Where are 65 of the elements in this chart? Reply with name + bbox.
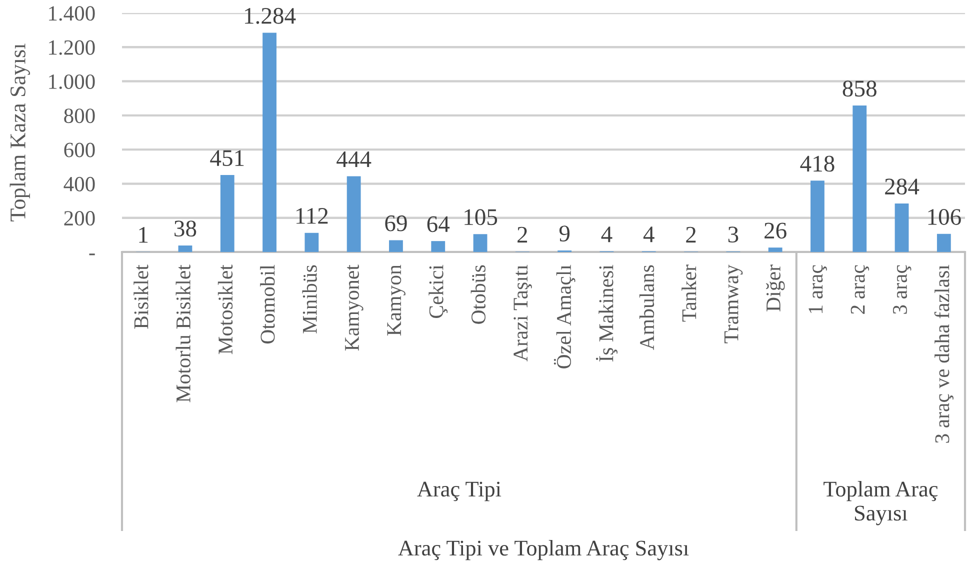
data-label: 451 <box>210 150 244 166</box>
text: Araç Tipi <box>417 482 502 502</box>
data-label: 105 <box>464 209 498 226</box>
bar <box>431 241 446 252</box>
bar <box>262 32 276 252</box>
bar <box>936 234 951 252</box>
x-tick-label: 3 araç ve daha fazlası <box>934 264 954 443</box>
data-label: 418 <box>800 156 834 172</box>
x-tick-label: Tanker <box>682 264 696 322</box>
x-tick-label: Ambulans <box>639 265 654 350</box>
x-tick-label: Minibüs <box>302 265 317 334</box>
bar <box>346 176 361 252</box>
y-tick-label: - <box>89 254 95 256</box>
x-tick-label: İş Makinesi <box>596 264 618 362</box>
data-label: 38 <box>174 220 196 237</box>
x-tick-label: Kamyon <box>387 264 406 336</box>
x-tick-label: Bisiklet <box>134 264 148 329</box>
bar <box>894 204 909 252</box>
y-tick-label: 1.200 <box>49 40 95 55</box>
data-label: 4 <box>643 226 654 242</box>
data-label: 9 <box>559 226 570 242</box>
data-label: 112 <box>296 208 328 224</box>
data-label: 1.284 <box>245 8 296 24</box>
text: Toplam Araç Sayısı <box>824 481 938 526</box>
x-tick-label: 3 araç <box>892 265 912 314</box>
y-axis-title: Toplam Kaza Sayısı <box>10 44 30 222</box>
x-tick-label: 1 araç <box>808 265 827 313</box>
x-tick-label: Özel Amaçlı <box>554 264 576 368</box>
x-tick-label: Tramway <box>724 264 743 344</box>
bar <box>768 248 782 252</box>
x-axis-title: Araç Tipi ve Toplam Araç Sayısı <box>398 540 689 560</box>
data-label: 1 <box>139 227 148 243</box>
x-tick-label: Otomobil <box>260 264 275 344</box>
y-tick-label: 600 <box>64 142 95 158</box>
x-tick-label: 2 araç <box>850 265 870 314</box>
y-tick-label: 800 <box>64 108 95 124</box>
data-label: 2 <box>518 226 528 242</box>
bar <box>304 232 319 252</box>
x-tick-label: Arazi Taşıtı <box>514 264 532 362</box>
data-label: 444 <box>336 151 372 168</box>
bar <box>852 106 867 252</box>
bar <box>810 180 824 252</box>
data-label: 4 <box>601 226 612 242</box>
bar <box>220 175 234 252</box>
x-tick-label: Kamyonet <box>345 264 364 351</box>
y-tick-label: 200 <box>64 211 95 226</box>
data-label: 284 <box>885 178 920 195</box>
data-label: 858 <box>842 80 876 97</box>
bar <box>389 240 403 252</box>
x-tick-label: Diğer <box>766 264 785 312</box>
x-tick-label: Motosiklet <box>218 264 233 354</box>
bar <box>473 234 488 252</box>
data-label: 69 <box>385 215 407 232</box>
x-tick-label: Çekici <box>428 264 448 318</box>
y-tick-label: 1.400 <box>49 6 95 21</box>
y-tick-label: 400 <box>64 176 95 192</box>
bar <box>178 246 192 252</box>
data-label: 2 <box>686 226 696 242</box>
x-tick-label: Otobüs <box>470 265 486 324</box>
data-label: 64 <box>427 216 450 232</box>
x-tick-label: Motorlu Bisiklet <box>176 264 190 402</box>
data-label: 106 <box>928 209 961 225</box>
data-label: 26 <box>764 222 786 239</box>
y-tick-label: 1.000 <box>49 74 95 90</box>
data-label: 3 <box>728 226 738 243</box>
